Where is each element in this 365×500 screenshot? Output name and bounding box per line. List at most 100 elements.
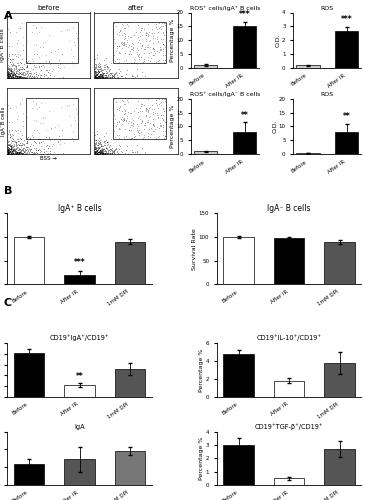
- Point: [5, 72, 11, 80]
- Point: [154, 34, 160, 42]
- Point: [19, 64, 25, 72]
- Point: [112, 56, 118, 64]
- Point: [32, 62, 38, 70]
- Point: [7, 147, 12, 155]
- Point: [9, 148, 15, 156]
- Point: [122, 73, 128, 81]
- Point: [94, 74, 100, 82]
- Point: [95, 74, 101, 82]
- Point: [94, 150, 100, 158]
- Point: [119, 96, 125, 104]
- Point: [6, 146, 12, 154]
- Point: [23, 143, 29, 151]
- Point: [9, 58, 15, 66]
- Point: [95, 72, 101, 80]
- Point: [130, 40, 135, 48]
- Point: [97, 64, 103, 72]
- Point: [9, 54, 15, 62]
- Point: [104, 138, 110, 146]
- Point: [93, 146, 99, 154]
- Point: [160, 132, 166, 140]
- Point: [58, 27, 64, 35]
- Point: [25, 66, 31, 74]
- Point: [105, 148, 111, 156]
- Point: [7, 146, 13, 154]
- Point: [10, 150, 16, 158]
- Point: [21, 140, 27, 148]
- Point: [7, 71, 12, 79]
- Point: [113, 22, 119, 30]
- Point: [94, 70, 100, 78]
- Point: [160, 38, 165, 46]
- Point: [13, 62, 19, 70]
- Point: [105, 138, 111, 146]
- Point: [157, 20, 162, 28]
- Title: ROS: ROS: [321, 92, 334, 97]
- Title: IgA: IgA: [74, 424, 85, 430]
- Point: [99, 147, 105, 155]
- Point: [7, 28, 13, 36]
- Point: [20, 150, 26, 158]
- Point: [8, 144, 14, 152]
- Point: [116, 134, 122, 142]
- Point: [14, 149, 20, 157]
- Point: [97, 149, 103, 157]
- Point: [9, 74, 15, 82]
- Point: [16, 148, 22, 156]
- Point: [7, 130, 13, 138]
- Y-axis label: Survival Rate: Survival Rate: [192, 228, 197, 270]
- Point: [100, 70, 105, 78]
- Point: [161, 118, 167, 126]
- Point: [10, 68, 16, 76]
- Point: [160, 40, 166, 48]
- Point: [35, 70, 41, 78]
- Point: [59, 74, 65, 82]
- Point: [5, 142, 11, 150]
- Point: [8, 72, 14, 80]
- Point: [5, 74, 11, 82]
- Text: A: A: [4, 11, 12, 21]
- Point: [21, 144, 27, 152]
- Point: [116, 42, 122, 50]
- Point: [147, 119, 153, 127]
- Point: [102, 150, 108, 158]
- Point: [27, 58, 33, 66]
- Point: [95, 65, 101, 73]
- Point: [96, 148, 102, 156]
- Point: [132, 56, 138, 64]
- Point: [137, 32, 143, 40]
- Point: [33, 63, 39, 71]
- Point: [119, 40, 124, 48]
- Point: [139, 40, 145, 48]
- Point: [119, 115, 124, 123]
- Point: [103, 148, 109, 156]
- Point: [17, 100, 23, 108]
- Point: [42, 114, 47, 122]
- Point: [19, 72, 24, 80]
- Point: [150, 127, 155, 135]
- Point: [97, 72, 103, 80]
- Point: [6, 147, 12, 155]
- Point: [94, 70, 100, 78]
- Point: [9, 65, 15, 73]
- Point: [15, 142, 20, 150]
- Bar: [26, 22, 78, 64]
- Point: [5, 130, 11, 138]
- Point: [4, 68, 10, 76]
- Point: [7, 146, 13, 154]
- Point: [92, 60, 98, 68]
- Point: [96, 72, 101, 80]
- Point: [146, 37, 152, 45]
- Point: [15, 70, 20, 78]
- Point: [97, 150, 103, 158]
- Bar: [114, 98, 166, 139]
- Point: [38, 74, 44, 82]
- Point: [13, 28, 19, 36]
- Point: [92, 74, 98, 82]
- Point: [134, 120, 139, 128]
- Point: [6, 141, 12, 149]
- Point: [24, 37, 30, 45]
- Point: [92, 144, 98, 152]
- Point: [6, 74, 12, 82]
- Point: [5, 145, 11, 153]
